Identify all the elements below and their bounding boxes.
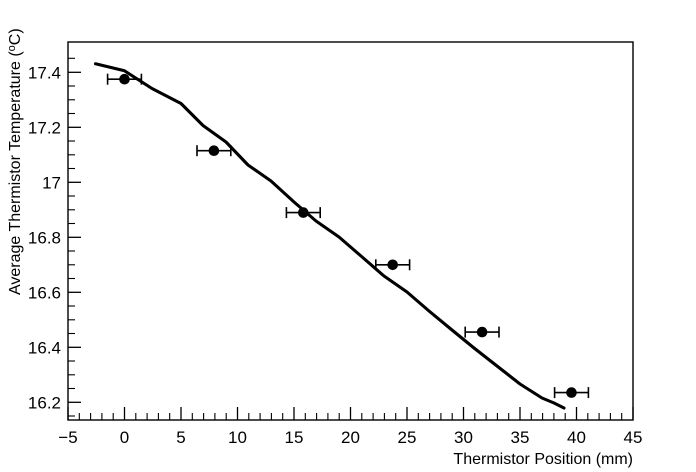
y-axis-tick-labels: 16.2 16.4 16.6 16.8 17 17.2 17.4: [28, 64, 61, 413]
data-point: [106, 73, 143, 85]
x-tick-label: 15: [285, 428, 304, 447]
y-tick-label: 16.6: [28, 284, 61, 303]
x-tick-label: 20: [341, 428, 360, 447]
marker-circle: [566, 387, 577, 398]
x-tick-label: 30: [454, 428, 473, 447]
data-point: [196, 145, 232, 157]
y-axis-title-main: Average Thermistor Temperature (: [7, 51, 24, 295]
y-axis-major-ticks: [68, 71, 81, 403]
y-axis-title: Average Thermistor Temperature (oC): [6, 28, 24, 295]
marker-circle: [119, 73, 130, 85]
y-tick-label: 16.4: [28, 339, 61, 358]
x-tick-label: 10: [228, 428, 247, 447]
x-tick-label: −5: [58, 428, 77, 447]
data-point: [553, 387, 590, 399]
x-axis-tick-labels: −5 0 5 10 15 20 25 30 35 40 45: [58, 428, 642, 447]
x-tick-label: 25: [398, 428, 417, 447]
marker-circle: [476, 326, 488, 338]
x-tick-label: 45: [624, 428, 643, 447]
x-axis-minor-ticks: [78, 413, 623, 420]
x-tick-label: 5: [176, 428, 185, 447]
y-tick-label: 17: [42, 174, 61, 193]
data-points-group: [106, 73, 590, 399]
degree-symbol: o: [6, 45, 18, 51]
marker-circle: [298, 207, 309, 218]
x-axis-major-ticks: [67, 407, 634, 420]
y-axis-minor-ticks: [68, 57, 75, 417]
x-tick-label: 35: [511, 428, 530, 447]
marker-circle: [208, 145, 220, 156]
data-point: [374, 259, 411, 271]
x-tick-label: 40: [567, 428, 586, 447]
y-tick-label: 17.2: [28, 119, 61, 138]
fit-line: [93, 62, 566, 410]
y-tick-label: 16.2: [28, 394, 61, 413]
data-point: [464, 326, 500, 338]
x-axis-title: Thermistor Position (mm): [453, 451, 633, 468]
data-point: [285, 207, 322, 219]
y-tick-label: 16.8: [28, 229, 61, 248]
y-tick-label: 17.4: [28, 64, 61, 83]
x-tick-label: 0: [120, 428, 129, 447]
marker-circle: [387, 259, 399, 271]
